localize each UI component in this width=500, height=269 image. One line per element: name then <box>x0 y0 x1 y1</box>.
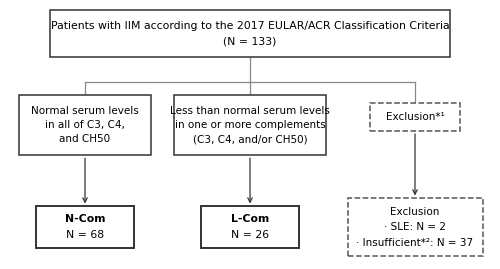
FancyBboxPatch shape <box>50 10 450 57</box>
Text: · Insufficient*²: N = 37: · Insufficient*²: N = 37 <box>356 238 474 248</box>
FancyBboxPatch shape <box>348 199 482 256</box>
Text: Patients with IIM according to the 2017 EULAR/ACR Classification Criteria
(N = 1: Patients with IIM according to the 2017 … <box>50 21 450 46</box>
Text: Exclusion*¹: Exclusion*¹ <box>386 112 444 122</box>
Text: Less than normal serum levels
in one or more complements
(C3, C4, and/or CH50): Less than normal serum levels in one or … <box>170 106 330 144</box>
FancyBboxPatch shape <box>174 95 326 155</box>
FancyBboxPatch shape <box>19 95 151 155</box>
Text: Normal serum levels
in all of C3, C4,
and CH50: Normal serum levels in all of C3, C4, an… <box>31 106 139 144</box>
FancyBboxPatch shape <box>370 103 460 131</box>
FancyBboxPatch shape <box>36 207 134 248</box>
Text: L-Com: L-Com <box>231 214 269 224</box>
Text: N = 68: N = 68 <box>66 230 104 240</box>
Text: Exclusion: Exclusion <box>390 207 440 217</box>
Text: N-Com: N-Com <box>65 214 105 224</box>
Text: · SLE: N = 2: · SLE: N = 2 <box>384 222 446 232</box>
Text: N = 26: N = 26 <box>231 230 269 240</box>
FancyBboxPatch shape <box>201 207 298 248</box>
